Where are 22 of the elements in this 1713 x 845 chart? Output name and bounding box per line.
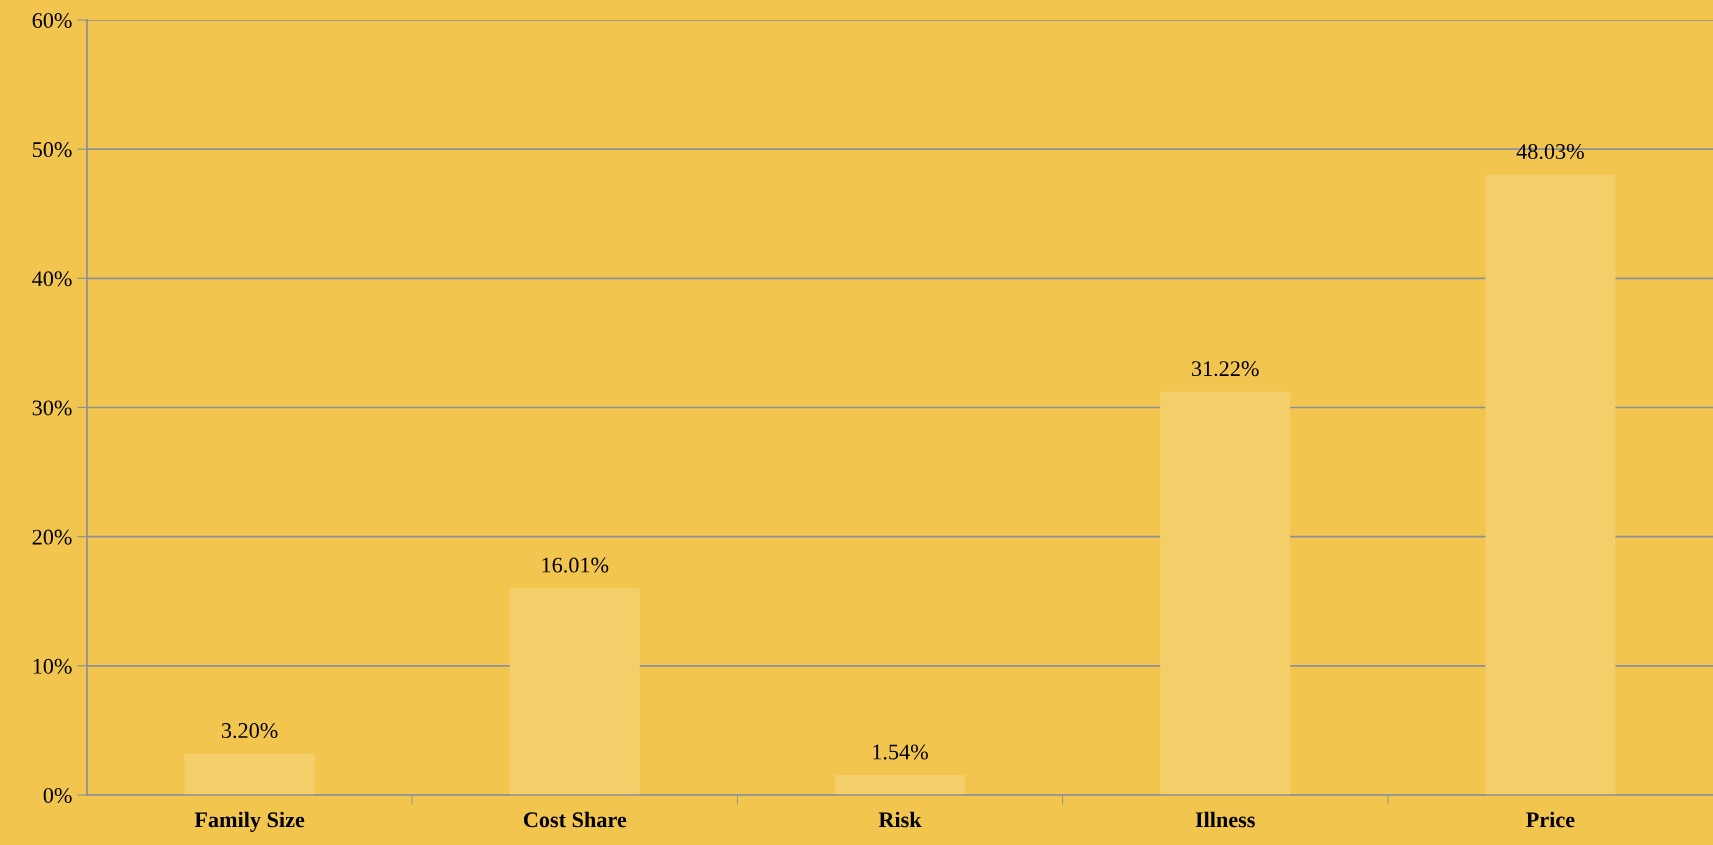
data-label: 16.01%	[542, 557, 609, 573]
x-tick-label: Family Size	[194, 811, 305, 832]
y-tick-label: 60%	[32, 12, 72, 28]
y-tick-label: 10%	[33, 658, 72, 674]
bar	[184, 753, 315, 795]
data-label: 1.54%	[873, 744, 928, 760]
x-tick-label: Risk	[878, 811, 922, 828]
y-tick-label: 30%	[32, 400, 72, 416]
data-label: 31.22%	[1192, 361, 1259, 377]
data-label: 48.03%	[1516, 143, 1584, 160]
x-tick-label: Cost Share	[523, 811, 627, 828]
x-tick-label: Price	[1526, 811, 1575, 828]
y-tick-label: 40%	[32, 271, 72, 287]
bar	[1160, 391, 1291, 795]
y-tick-label: 50%	[32, 142, 72, 158]
x-tick-label: Illness	[1195, 811, 1255, 828]
y-tick-label: 20%	[32, 529, 72, 545]
y-tick-label: 0%	[43, 787, 72, 803]
bar	[1485, 174, 1616, 795]
bar	[834, 775, 966, 795]
bar	[509, 588, 640, 795]
data-label: 3.20%	[221, 723, 278, 739]
